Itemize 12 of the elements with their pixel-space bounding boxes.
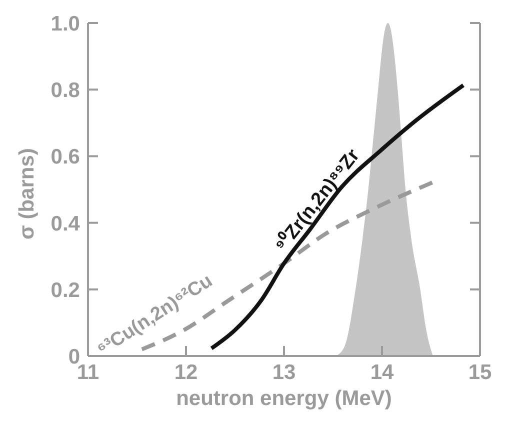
y-tick-label: 0 [68, 345, 80, 368]
y-tick-label: 0.2 [50, 278, 80, 302]
y-tick-label: 0.4 [50, 212, 80, 236]
y-tick-label: 1.0 [50, 12, 80, 36]
x-tick-label: 14 [370, 360, 394, 384]
x-tick-label: 13 [272, 360, 296, 384]
x-tick-label: 12 [174, 360, 198, 384]
y-tick-label: 0.8 [50, 79, 80, 102]
y-tick-label: 0.6 [50, 146, 80, 169]
x-tick-label: 15 [468, 360, 492, 384]
x-axis-title: neutron energy (MeV) [176, 387, 392, 410]
y-axis-title: σ (barns) [15, 148, 38, 240]
